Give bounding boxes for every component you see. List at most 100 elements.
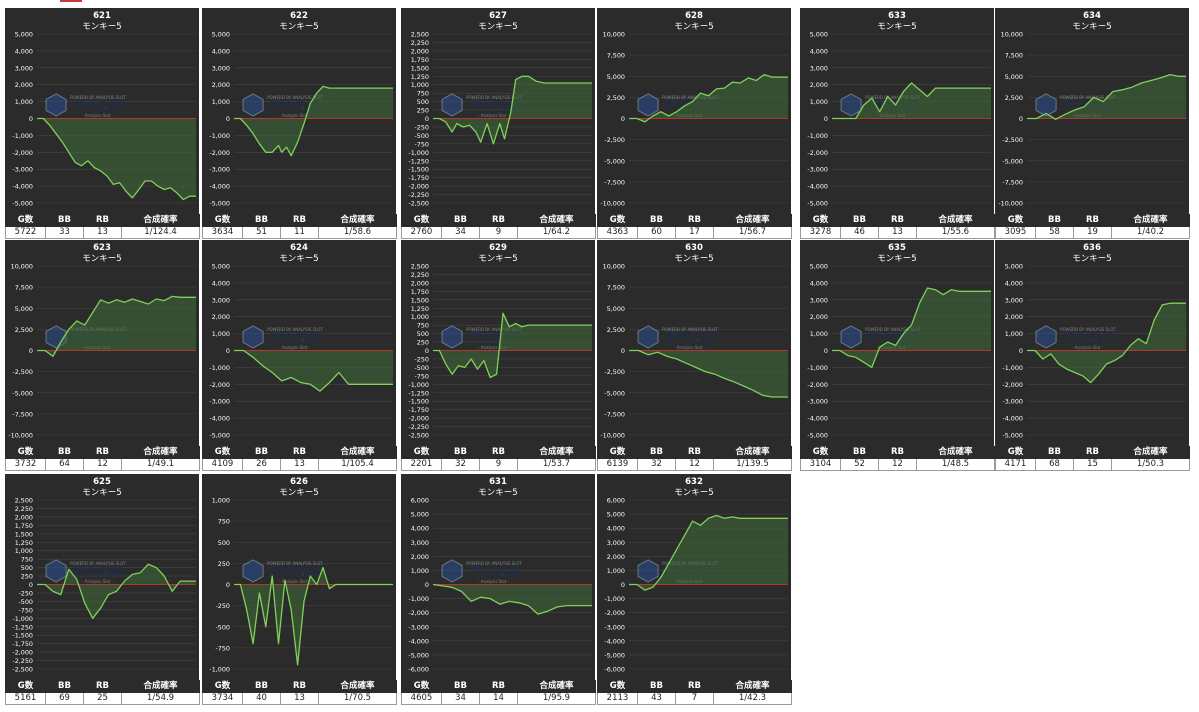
logo-hex-icon [441, 559, 463, 583]
machine-model: モンキー5 [877, 254, 916, 264]
stats-header-games: G数 [995, 214, 1036, 227]
stats-table: G数 BB RB 合成確率 3104 52 12 1/48.5 [800, 446, 995, 471]
y-tick-label: -750 [215, 644, 230, 652]
stats-header-prob: 合成確率 [1111, 446, 1190, 459]
stats-header-prob: 合成確率 [121, 680, 200, 693]
y-tick-label: -2,500 [1002, 136, 1023, 144]
y-tick-label: 5,000 [1005, 73, 1023, 81]
y-tick-label: 4,000 [212, 279, 230, 287]
y-tick-label: 0 [226, 581, 230, 589]
y-tick-label: 10,000 [603, 31, 625, 39]
watermark-top-text: POWERD BY ANALYSIS SLOT [267, 327, 323, 332]
y-tick-label: -1,000 [209, 132, 230, 140]
watermark-top-text: POWERD BY ANALYSIS SLOT [1060, 327, 1116, 332]
machine-number: 625 [93, 477, 111, 487]
stats-header-row: G数 BB RB 合成確率 [401, 680, 596, 693]
y-tick-label: 1,500 [411, 296, 429, 304]
stats-header-row: G数 BB RB 合成確率 [202, 680, 397, 693]
series-line [832, 287, 991, 369]
y-tick-label: 4,000 [411, 525, 429, 533]
y-tick-label: -5,000 [1002, 432, 1023, 440]
machine-model: モンキー5 [1072, 22, 1111, 32]
logo-hex-icon [637, 325, 659, 349]
machine-model: モンキー5 [279, 254, 318, 264]
logo-hex-icon [637, 559, 659, 583]
y-tick-label: 1,000 [15, 98, 33, 106]
machine-model: モンキー5 [82, 22, 121, 32]
y-tick-label: -1,000 [604, 595, 625, 603]
stats-header-prob: 合成確率 [318, 214, 397, 227]
y-tick-label: -5,000 [12, 389, 33, 397]
series-line [1027, 302, 1186, 384]
stats-value-games: 3734 [202, 692, 243, 705]
stats-value-games: 6139 [597, 458, 638, 471]
machine-number: 631 [489, 477, 507, 487]
y-tick-label: 1,250 [411, 305, 429, 313]
machine-number: 627 [489, 11, 507, 21]
machine-model: モンキー5 [1072, 254, 1111, 264]
watermark-sub-text: - Analysis Slot - [674, 345, 705, 350]
watermark-main-text: アナスロ [267, 331, 320, 346]
y-tick-label: -6,000 [408, 666, 429, 674]
y-tick-label: 0 [621, 581, 625, 589]
stats-value-row: 2201 32 9 1/53.7 [401, 458, 596, 471]
y-tick-label: 2,500 [411, 263, 429, 271]
stats-value-bb: 34 [441, 692, 480, 705]
slot-panel-623: 623 モンキー5 -10,000 -7,500 -5,000 -2,500 0 2,500 5… [5, 240, 200, 471]
machine-number: 630 [685, 243, 703, 253]
stats-value-row: 4363 60 17 1/56.7 [597, 226, 792, 239]
y-tick-label: 4,000 [810, 47, 828, 55]
series-line [37, 563, 196, 619]
series-area [234, 350, 393, 392]
y-tick-label: -4,000 [209, 415, 230, 423]
stats-value-rb: 13 [280, 692, 319, 705]
y-tick-label: -2,500 [604, 136, 625, 144]
stats-header-rb: RB [675, 680, 714, 693]
y-tick-label: -3,000 [12, 166, 33, 174]
stats-header-bb: BB [242, 214, 281, 227]
machine-number: 632 [685, 477, 703, 487]
stats-header-rb: RB [83, 214, 122, 227]
stats-header-bb: BB [242, 680, 281, 693]
stats-header-bb: BB [441, 680, 480, 693]
slot-panel-629: 629 モンキー5 -2,500 -2,250 -2,000 -1,750 -1,500 -1… [401, 240, 596, 471]
y-tick-label: 5,000 [15, 305, 33, 313]
stats-table: G数 BB RB 合成確率 2113 43 7 1/42.3 [597, 680, 792, 705]
stats-header-prob: 合成確率 [318, 680, 397, 693]
slot-panel-621: 621 モンキー5 -5,000 -4,000 -3,000 -2,000 -1,000 0 1… [5, 8, 200, 239]
y-tick-label: -4,000 [12, 183, 33, 191]
y-tick-label: 0 [226, 347, 230, 355]
stats-value-prob: 1/56.7 [713, 226, 792, 239]
y-tick-label: -2,500 [408, 200, 429, 208]
stats-value-row: 3634 51 11 1/58.6 [202, 226, 397, 239]
stats-header-row: G数 BB RB 合成確率 [5, 446, 200, 459]
stats-value-rb: 15 [1073, 458, 1112, 471]
y-tick-label: 7,500 [1005, 52, 1023, 60]
series-line [234, 349, 393, 392]
y-tick-label: -1,750 [408, 174, 429, 182]
stats-value-prob: 1/139.5 [713, 458, 792, 471]
y-tick-label: 1,000 [411, 313, 429, 321]
series-area [1027, 303, 1186, 383]
machine-number: 636 [1083, 243, 1101, 253]
y-tick-label: 0 [824, 347, 828, 355]
chart-svg: 625モンキー5-2,500-2,250-2,000-1,750-1,500-1… [12, 477, 196, 674]
slot-panel-632: 632 モンキー5 -6,000 -5,000 -4,000 -3,000 -2,000 -1… [597, 474, 792, 705]
y-tick-label: -1,000 [408, 595, 429, 603]
y-tick-label: -1,750 [408, 406, 429, 414]
stats-value-games: 5161 [5, 692, 46, 705]
stats-header-rb: RB [878, 446, 917, 459]
y-tick-label: 1,750 [411, 288, 429, 296]
stats-value-bb: 40 [242, 692, 281, 705]
stats-value-prob: 1/70.5 [318, 692, 397, 705]
stats-header-prob: 合成確率 [121, 214, 200, 227]
y-tick-label: -5,000 [408, 651, 429, 659]
watermark-top-text: POWERD BY ANALYSIS SLOT [865, 327, 921, 332]
stats-header-bb: BB [441, 214, 480, 227]
series-area [629, 515, 788, 591]
